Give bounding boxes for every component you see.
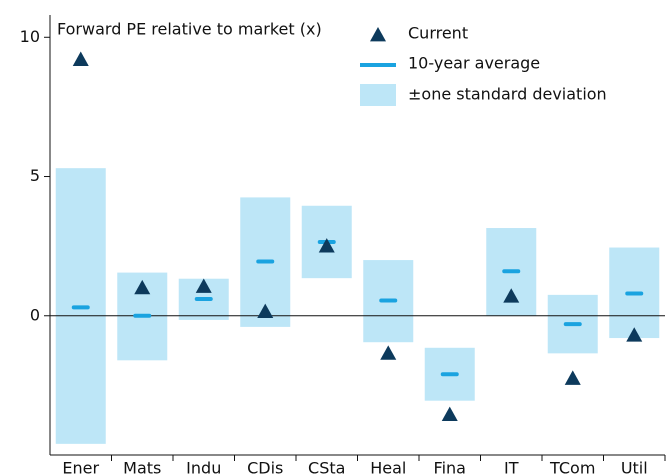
- y-tick-label: 0: [30, 305, 40, 324]
- legend-label: ±one standard deviation: [408, 85, 607, 104]
- current-mark: [257, 303, 274, 318]
- current-mark: [318, 238, 335, 253]
- legend-label: 10-year average: [408, 54, 540, 73]
- legend-label: Current: [408, 24, 468, 43]
- x-tick-label: Mats: [123, 459, 161, 475]
- current-mark: [380, 345, 397, 360]
- x-tick-label: Fina: [434, 459, 466, 475]
- current-mark: [134, 279, 151, 295]
- current-mark: [441, 406, 458, 422]
- y-tick-label: 5: [30, 166, 40, 185]
- x-tick-label: IT: [504, 459, 519, 475]
- x-tick-label: CSta: [308, 459, 345, 475]
- legend-symbol: [370, 27, 386, 42]
- current-mark: [564, 370, 581, 385]
- x-tick-label: Heal: [370, 459, 406, 475]
- current-mark: [626, 327, 643, 342]
- y-tick-label: 10: [20, 27, 40, 46]
- current-mark: [195, 278, 212, 293]
- x-tick-label: TCom: [549, 459, 595, 475]
- marks: [71, 51, 644, 422]
- chart-title: Forward PE relative to market (x): [57, 20, 322, 39]
- x-tick-label: CDis: [247, 459, 283, 475]
- axes: [44, 15, 666, 461]
- current-mark: [72, 51, 89, 66]
- bands: [55, 168, 660, 444]
- legend-symbol: [360, 84, 396, 106]
- x-tick-label: Indu: [186, 459, 221, 475]
- current-mark: [503, 288, 520, 303]
- x-tick-label: Util: [621, 459, 648, 475]
- x-tick-label: Ener: [62, 459, 99, 475]
